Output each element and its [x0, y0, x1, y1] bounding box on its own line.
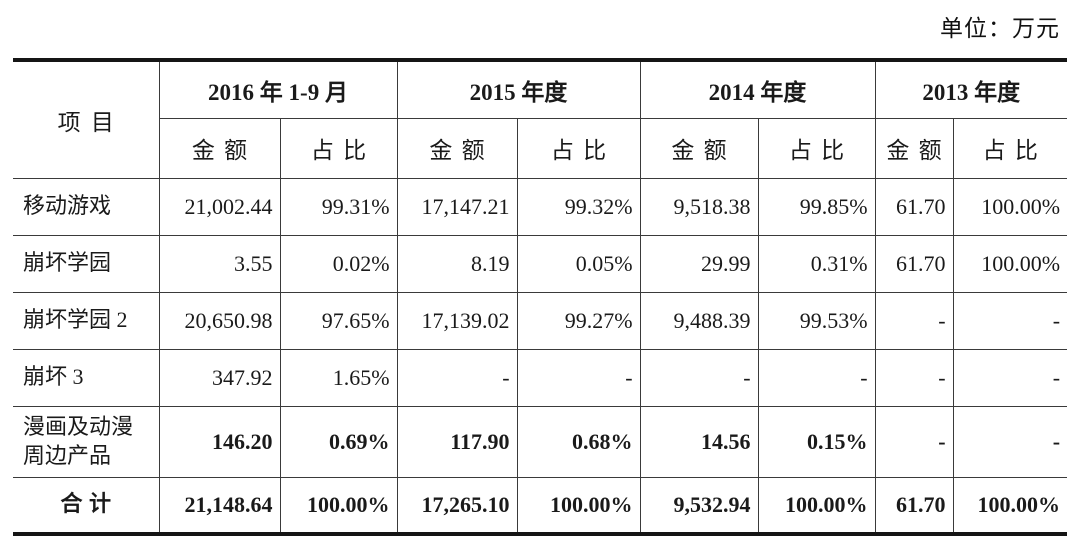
cell-value: 0.68% — [516, 405, 641, 478]
cell-value: 0.15% — [757, 405, 876, 478]
period-header-2014: 2014 年度 — [639, 60, 876, 119]
cell-value: 100.00% — [952, 234, 1068, 293]
cell-value: 100.00% — [516, 476, 641, 534]
cell-value: - — [874, 405, 954, 478]
row-label: 崩坏学园 — [13, 234, 160, 293]
ratio-header: 占比 — [757, 118, 876, 179]
ratio-header: 占比 — [279, 118, 398, 179]
table-header: 项目 2016 年 1-9 月 2015 年度 2014 年度 2013 年度 … — [13, 60, 1068, 179]
cell-value: - — [952, 405, 1068, 478]
row-label: 崩坏 3 — [13, 348, 160, 407]
cell-value: 0.05% — [516, 234, 641, 293]
table-body: 移动游戏 21,002.44 99.31% 17,147.21 99.32% 9,518.… — [13, 177, 1068, 534]
cell-value: 99.85% — [757, 177, 876, 236]
cell-value: 61.70 — [874, 476, 954, 534]
item-column-header: 项目 — [13, 60, 160, 179]
amount-header: 金额 — [639, 118, 759, 179]
cell-value: - — [874, 348, 954, 407]
cell-value: 99.31% — [279, 177, 398, 236]
row-label: 合计 — [13, 476, 160, 534]
unit-label: 单位：万元 — [940, 16, 1060, 41]
cell-value: 17,139.02 — [396, 291, 518, 350]
period-header-2015: 2015 年度 — [396, 60, 641, 119]
cell-value: 61.70 — [874, 234, 954, 293]
cell-value: 99.27% — [516, 291, 641, 350]
cell-value: 21,002.44 — [158, 177, 281, 236]
cell-value: 0.31% — [757, 234, 876, 293]
cell-value: 9,532.94 — [639, 476, 759, 534]
ratio-header: 占比 — [516, 118, 641, 179]
revenue-table: 项目 2016 年 1-9 月 2015 年度 2014 年度 2013 年度 … — [13, 58, 1068, 536]
cell-value: 3.55 — [158, 234, 281, 293]
amount-header: 金额 — [874, 118, 954, 179]
row-label: 漫画及动漫周边产品 — [13, 405, 160, 478]
cell-value: 0.02% — [279, 234, 398, 293]
cell-value: - — [639, 348, 759, 407]
cell-value: - — [396, 348, 518, 407]
header-group-row: 项目 2016 年 1-9 月 2015 年度 2014 年度 2013 年度 — [13, 60, 1068, 179]
cell-value: 97.65% — [279, 291, 398, 350]
row-label: 崩坏学园 2 — [13, 291, 160, 350]
table-row: 合计 21,148.64 100.00% 17,265.10 100.00% 9,532.… — [13, 476, 1068, 534]
amount-header: 金额 — [159, 118, 281, 179]
cell-value: 9,518.38 — [639, 177, 759, 236]
period-header-2016: 2016 年 1-9 月 — [158, 60, 398, 119]
cell-value: 347.92 — [158, 348, 281, 407]
cell-value: 99.32% — [516, 177, 641, 236]
cell-value: 29.99 — [639, 234, 759, 293]
cell-value: 8.19 — [396, 234, 518, 293]
cell-value: 1.65% — [279, 348, 398, 407]
cell-value: 146.20 — [158, 405, 281, 478]
cell-value: 61.70 — [874, 177, 954, 236]
cell-value: 14.56 — [639, 405, 759, 478]
cell-value: 0.69% — [279, 405, 398, 478]
cell-value: 17,265.10 — [396, 476, 518, 534]
table-row: 崩坏 3 347.92 1.65% - - - - - - — [13, 348, 1068, 407]
cell-value: 100.00% — [952, 177, 1068, 236]
cell-value: - — [874, 291, 954, 350]
table-row: 崩坏学园 2 20,650.98 97.65% 17,139.02 99.27% 9,48… — [13, 291, 1068, 350]
table-row: 移动游戏 21,002.44 99.31% 17,147.21 99.32% 9,518.… — [13, 177, 1068, 236]
cell-value: 9,488.39 — [639, 291, 759, 350]
cell-value: - — [516, 348, 641, 407]
cell-value: 100.00% — [757, 476, 876, 534]
cell-value: 21,148.64 — [158, 476, 281, 534]
cell-value: - — [757, 348, 876, 407]
row-label: 移动游戏 — [13, 177, 160, 236]
cell-value: 117.90 — [396, 405, 518, 478]
cell-value: 20,650.98 — [158, 291, 281, 350]
cell-value: 100.00% — [952, 476, 1068, 534]
cell-value: 99.53% — [757, 291, 876, 350]
table-row: 漫画及动漫周边产品 146.20 0.69% 117.90 0.68% 14.56 0.15… — [13, 405, 1068, 478]
cell-value: 17,147.21 — [396, 177, 518, 236]
table-row: 崩坏学园 3.55 0.02% 8.19 0.05% 29.99 0.31% 61.70 100… — [13, 234, 1068, 293]
header-sub-row: 金额 占比 金额 占比 金额 占比 金额 占比 — [13, 118, 1068, 179]
ratio-header: 占比 — [952, 118, 1068, 179]
cell-value: - — [952, 291, 1068, 350]
cell-value: - — [952, 348, 1068, 407]
cell-value: 100.00% — [279, 476, 398, 534]
period-header-2013: 2013 年度 — [874, 60, 1068, 119]
amount-header: 金额 — [396, 118, 518, 179]
